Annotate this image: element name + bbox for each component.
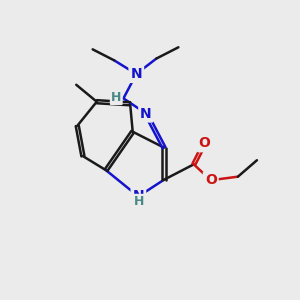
Text: O: O [205, 173, 217, 187]
Text: O: O [199, 136, 211, 150]
Text: N: N [140, 106, 152, 121]
Text: H: H [111, 91, 122, 104]
Text: H: H [134, 195, 144, 208]
Text: N: N [133, 189, 144, 203]
Text: N: N [130, 67, 142, 81]
